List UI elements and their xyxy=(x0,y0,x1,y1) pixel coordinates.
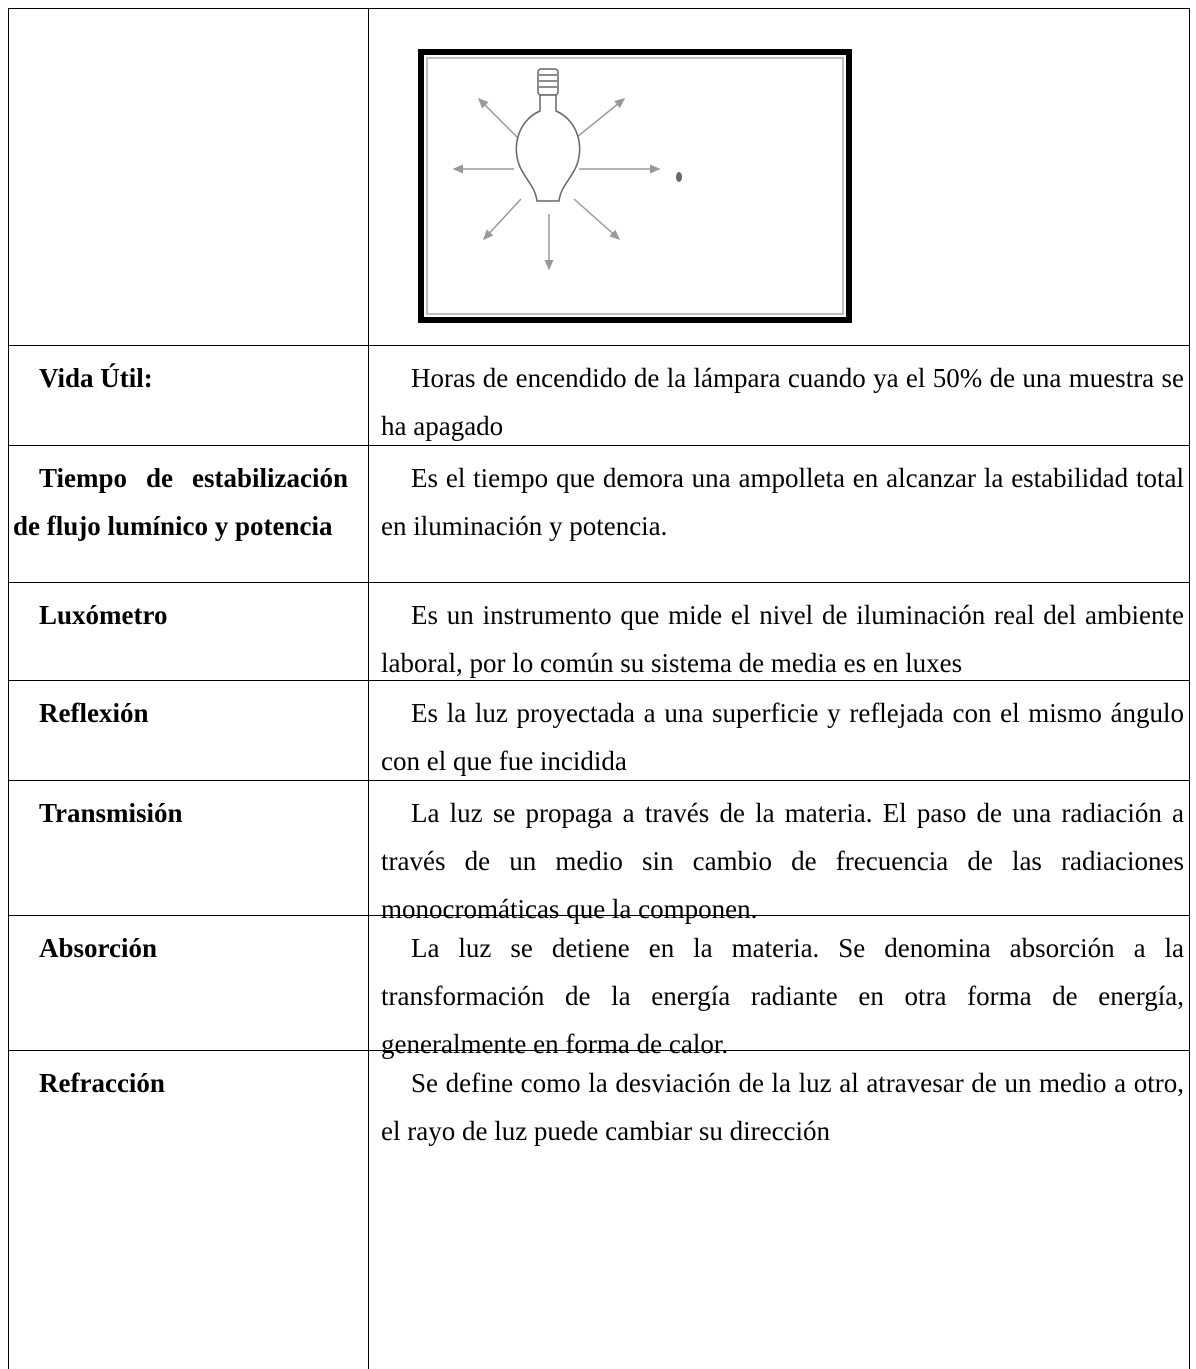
definition-cell: Horas de encendido de la lámpara cuando … xyxy=(368,345,1190,445)
term-cell: Transmisión xyxy=(8,780,368,915)
term-cell: Absorción xyxy=(8,915,368,1050)
definition-cell: La luz se propaga a través de la materia… xyxy=(368,780,1190,924)
definition-cell: Es un instrumento que mide el nivel de i… xyxy=(368,582,1190,680)
empty-cell xyxy=(8,8,368,345)
term-cell: Tiempo de estabilización de flujo lumíni… xyxy=(8,445,368,582)
definition-cell: La luz se detiene en la materia. Se deno… xyxy=(368,915,1190,1059)
lamp-figure xyxy=(418,49,852,323)
term-cell: Refracción xyxy=(8,1050,368,1369)
term-cell: Luxómetro xyxy=(8,582,368,680)
definition-cell: Es la luz proyectada a una superficie y … xyxy=(368,680,1190,780)
figure-cell xyxy=(368,8,1190,345)
term-cell: Vida Útil: xyxy=(8,345,368,445)
definition-cell: Es el tiempo que demora una ampolleta en… xyxy=(368,445,1190,582)
definition-cell: Se define como la desviación de la luz a… xyxy=(368,1050,1190,1369)
term-cell: Reflexión xyxy=(8,680,368,780)
